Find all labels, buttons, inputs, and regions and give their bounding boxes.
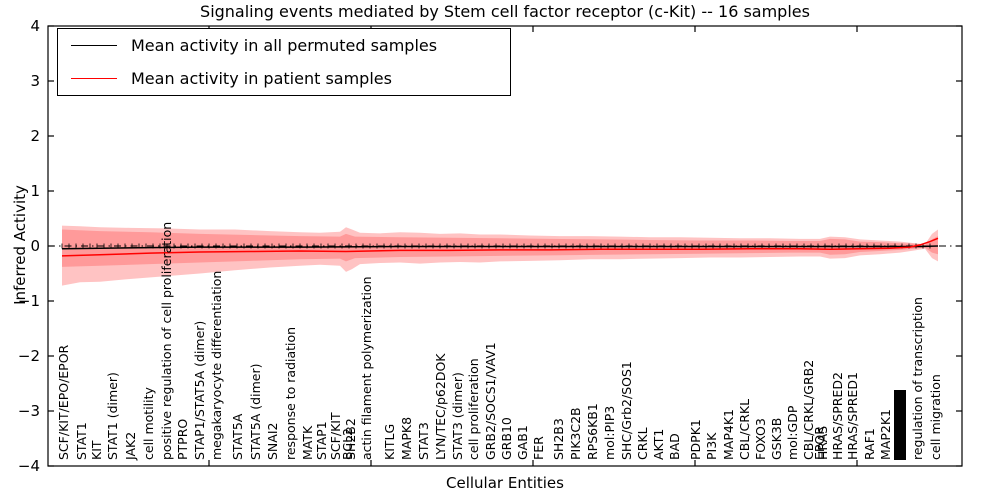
entity-label: KIT [89,440,104,460]
entity-label: RPS6KB1 [585,403,600,460]
entity-label: STAT1 (dimer) [105,372,120,460]
entity-label: RAF1 [862,428,877,460]
entity-label: HRAS [815,426,830,460]
entity-label: JAK2 [123,432,138,461]
overlapping-labels-blob [894,390,906,460]
entity-label: GSK3B [769,418,784,460]
entity-label: SNAI2 [265,423,280,460]
legend-label-patient: Mean activity in patient samples [131,69,392,88]
entity-label: SH2B3 [551,418,566,460]
entity-label: GRB2/SOCS1/VAV1 [483,342,498,460]
entity-label: response to radiation [283,327,298,460]
entity-label: HRAS/SPRED2 [830,372,845,460]
entity-label: actin filament polymerization [359,276,374,460]
y-tick-label: −2 [18,347,40,365]
y-tick-label: 1 [30,182,40,200]
entity-label: STAT1 [74,422,89,460]
entity-label: MAPK8 [399,417,414,460]
entity-label: BAD [667,433,682,460]
entity-label: cell proliferation [466,358,481,460]
entity-label: cell migration [928,374,943,460]
entity-label: MAP4K1 [721,409,736,460]
legend-box: Mean activity in all permuted samples Me… [57,28,511,96]
entity-label: BCL2 [340,428,355,460]
legend-label-permuted: Mean activity in all permuted samples [131,36,438,55]
entity-label: cell motility [141,386,156,460]
y-tick-label: 2 [30,127,40,145]
entity-label: STAT3 [416,422,431,460]
entity-label: GAB1 [515,425,530,460]
entity-label: EPOR [812,426,827,460]
entity-label: megakaryocyte differentiation [209,271,224,460]
chart-title: Signaling events mediated by Stem cell f… [200,2,810,21]
entity-label: mol:GDP [785,405,800,460]
black-line-sample [71,45,117,46]
entity-label: SH2B2 [343,418,358,460]
entity-label: positive regulation of cell proliferatio… [159,222,174,460]
x-axis-label: Cellular Entities [446,474,564,492]
entity-label: PI3K [704,432,719,460]
entity-label: CRKL [635,427,650,460]
entity-label: STAP1 [314,421,329,460]
entity-label: PDPK1 [688,419,703,460]
entity-label: FOXO3 [753,418,768,460]
entity-label: AKT1 [651,429,666,460]
entity-label: STAP1/STAT5A (dimer) [192,321,207,460]
patient-mean-line [61,237,939,257]
entity-label: regulation of transcription [910,297,925,460]
entity-label: FER [531,436,546,460]
permuted-mean-line [61,245,939,250]
y-tick-label: 0 [30,237,40,255]
red-line-sample [71,78,117,79]
entity-label: MAP2K1 [878,409,893,460]
confidence-band-inner [62,229,938,267]
entity-label: PIK3C2B [568,407,583,460]
entity-label: mol:PIP3 [602,406,617,460]
confidence-band-outer [62,225,938,286]
y-tick-label: −3 [18,402,40,420]
legend-entry-patient: Mean activity in patient samples [58,62,510,95]
entity-label: STAT3 (dimer) [450,372,465,460]
entity-label: HRAS/SPRED1 [845,372,860,460]
entity-label: SCF/KIT/EPO/EPOR [56,344,71,460]
entity-label: SCF/KIT [328,412,343,460]
entity-label: GRB10 [499,417,514,460]
entity-label: MATK [300,425,315,460]
entity-label: STAT5A (dimer) [248,364,263,460]
entity-label: KITLG [382,424,397,460]
entity-label: STAT5A [230,413,245,460]
y-tick-label: −4 [18,457,40,475]
entity-label: PTPRO [175,419,190,460]
entity-label: LYN/TEC/p62DOK [433,353,448,460]
entity-label: CBL/CRKL/GRB2 [801,360,816,460]
entity-label: CBL/CRKL [737,399,752,460]
y-tick-label: 4 [30,17,40,35]
y-tick-label: 3 [30,72,40,90]
y-tick-label: −1 [18,292,40,310]
legend-entry-permuted: Mean activity in all permuted samples [58,29,510,62]
entity-label: SHC/Grb2/SOS1 [619,361,634,460]
